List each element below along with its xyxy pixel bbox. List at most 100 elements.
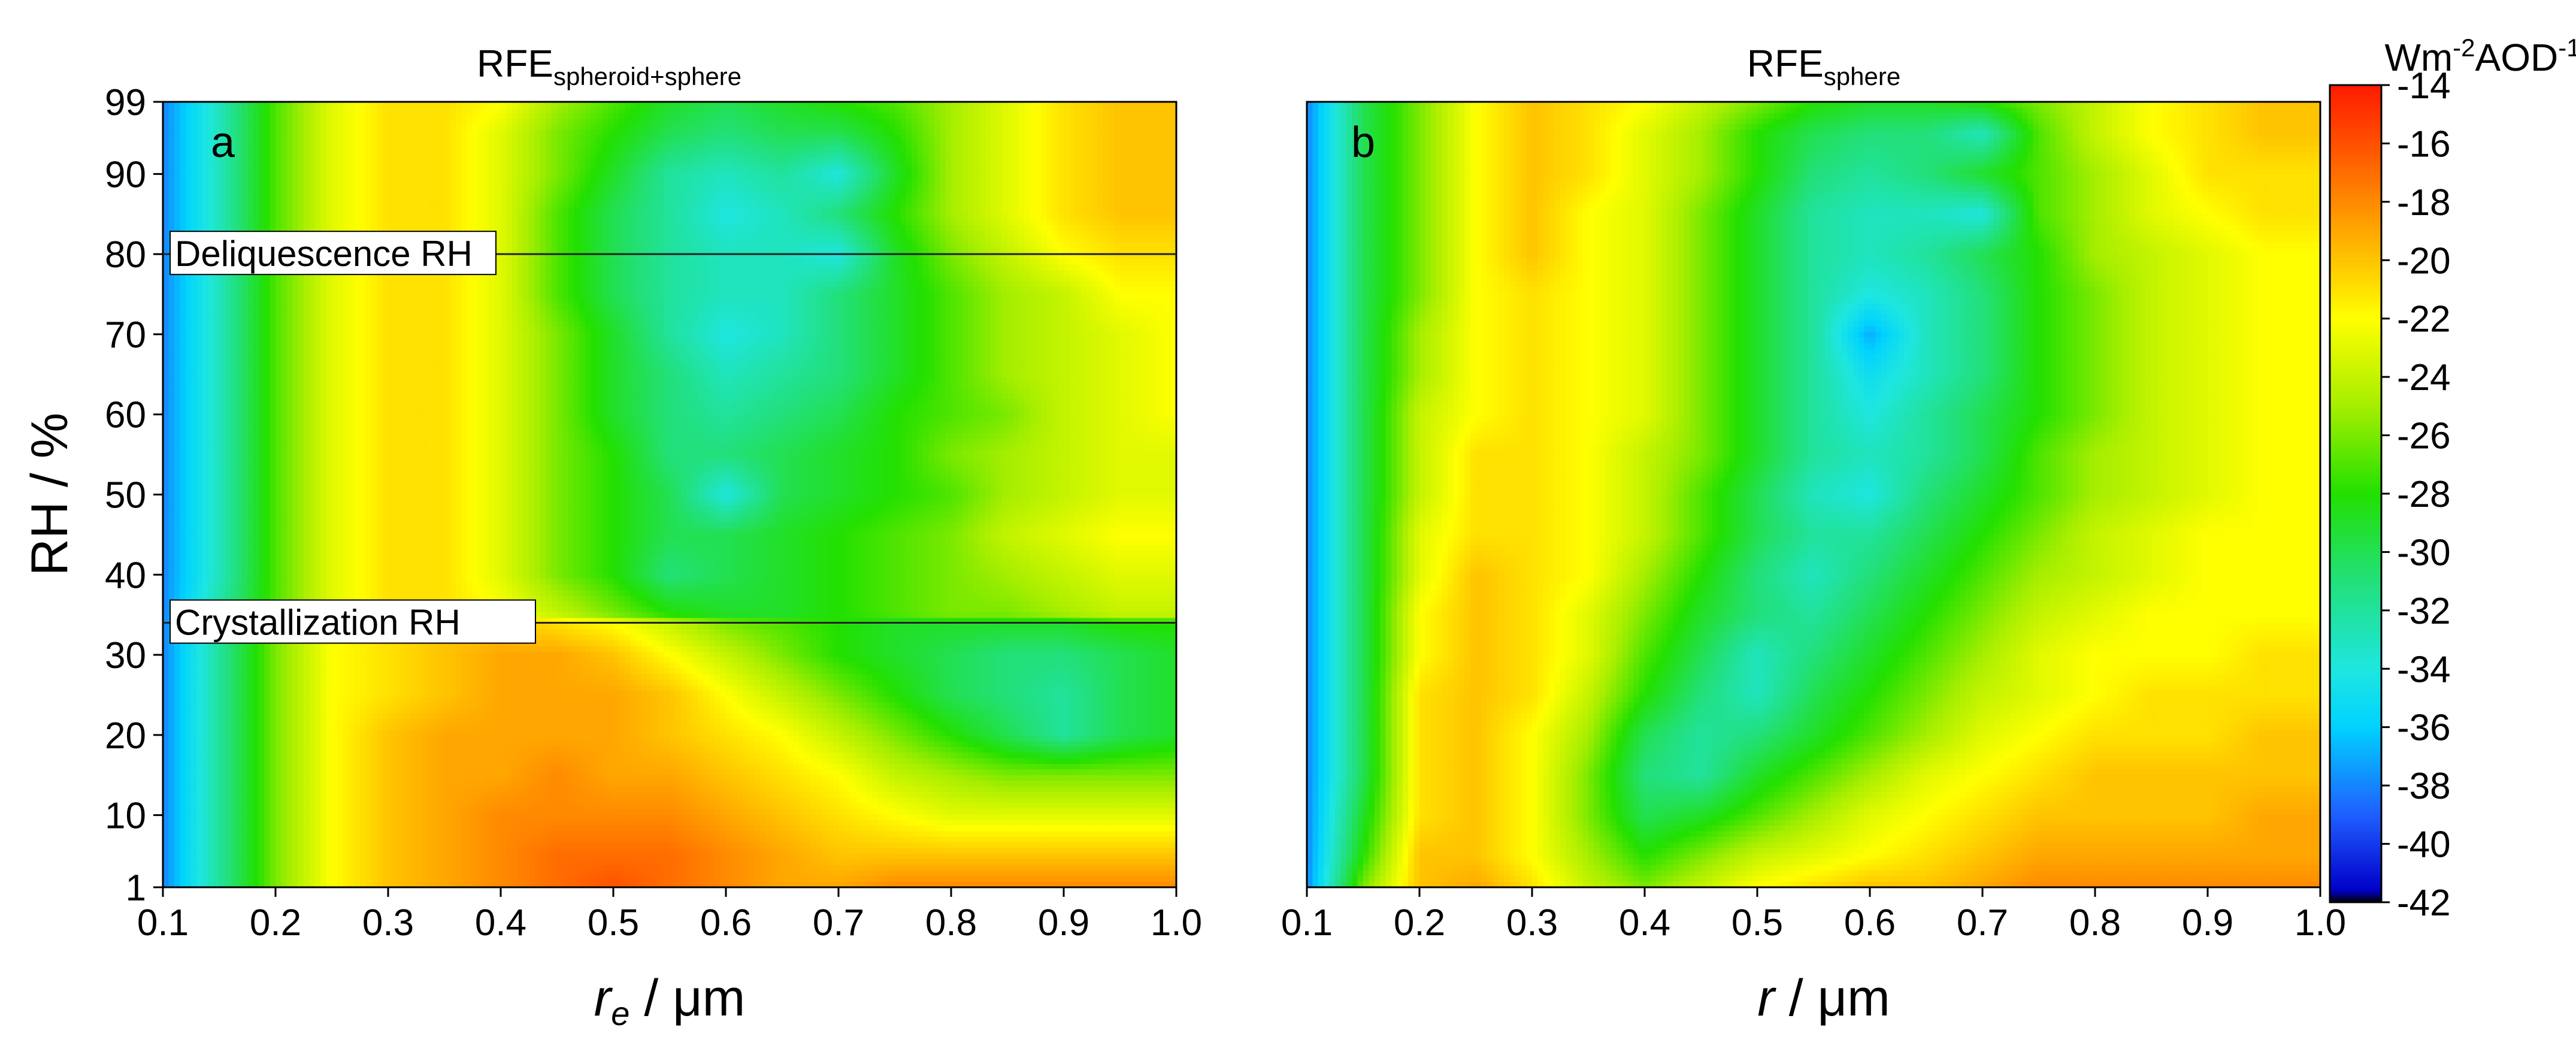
- heatmap-cell: [946, 124, 952, 130]
- heatmap-cell: [1154, 130, 1160, 136]
- heatmap-cell: [523, 169, 529, 175]
- heatmap-cell: [765, 175, 771, 181]
- heatmap-cell: [377, 180, 383, 186]
- heatmap-cell: [202, 119, 208, 125]
- heatmap-cell: [433, 147, 439, 153]
- heatmap-cell: [523, 180, 529, 186]
- heatmap-cell: [912, 119, 918, 125]
- heatmap-cell: [247, 119, 253, 125]
- heatmap-cell: [912, 147, 918, 153]
- heatmap-cell: [974, 147, 980, 153]
- heatmap-cell: [365, 147, 371, 153]
- heatmap-cell: [242, 107, 248, 113]
- heatmap-cell: [715, 147, 721, 153]
- heatmap-cell: [1086, 180, 1092, 186]
- heatmap-cell: [433, 119, 439, 125]
- heatmap-cell: [405, 130, 411, 136]
- heatmap-cell: [337, 119, 343, 125]
- heatmap-cell: [1109, 130, 1115, 136]
- heatmap-cell: [253, 158, 259, 164]
- heatmap-cell: [782, 124, 788, 130]
- heatmap-cell: [839, 152, 844, 158]
- heatmap-cell: [304, 164, 310, 170]
- heatmap-cell: [1125, 141, 1131, 147]
- heatmap-cell: [501, 113, 507, 119]
- heatmap-cell: [979, 164, 985, 170]
- heatmap-cell: [337, 124, 343, 130]
- heatmap-cell: [743, 124, 749, 130]
- heatmap-cell: [168, 119, 174, 125]
- heatmap-cell: [608, 135, 614, 141]
- heatmap-cell: [985, 107, 991, 113]
- heatmap-cell: [484, 130, 490, 136]
- heatmap-cell: [940, 180, 946, 186]
- heatmap-cell: [1007, 175, 1013, 181]
- heatmap-cell: [219, 175, 225, 181]
- heatmap-cell: [653, 124, 659, 130]
- heatmap-cell: [365, 186, 371, 192]
- heatmap-cell: [202, 169, 208, 175]
- heatmap-cell: [196, 147, 202, 153]
- heatmap-cell: [771, 135, 777, 141]
- heatmap-cell: [788, 113, 794, 119]
- heatmap-cell: [371, 113, 377, 119]
- heatmap-cell: [928, 130, 934, 136]
- heatmap-cell: [597, 135, 603, 141]
- heatmap-cell: [641, 175, 647, 181]
- heatmap-cell: [281, 164, 287, 170]
- heatmap-cell: [749, 164, 755, 170]
- heatmap-cell: [461, 186, 467, 192]
- heatmap-cell: [619, 124, 625, 130]
- heatmap-cell: [1019, 175, 1025, 181]
- heatmap-cell: [855, 175, 861, 181]
- heatmap-cell: [985, 169, 991, 175]
- heatmap-cell: [895, 147, 901, 153]
- heatmap-cell: [1080, 164, 1086, 170]
- heatmap-cell: [647, 152, 653, 158]
- heatmap-cell: [799, 130, 805, 136]
- heatmap-cell: [309, 130, 315, 136]
- heatmap-cell: [388, 124, 394, 130]
- heatmap-cell: [552, 124, 558, 130]
- heatmap-cell: [883, 135, 889, 141]
- heatmap-cell: [968, 158, 974, 164]
- heatmap-cell: [326, 186, 332, 192]
- heatmap-cell: [202, 107, 208, 113]
- heatmap-cell: [1041, 130, 1047, 136]
- heatmap-cell: [1013, 124, 1019, 130]
- heatmap-cell: [883, 141, 889, 147]
- heatmap-cell: [872, 147, 878, 153]
- heatmap-cell: [1125, 107, 1131, 113]
- heatmap-cell: [428, 186, 434, 192]
- heatmap-cell: [231, 180, 237, 186]
- heatmap-cell: [399, 169, 405, 175]
- heatmap-cell: [473, 130, 479, 136]
- heatmap-cell: [686, 169, 692, 175]
- heatmap-cell: [495, 175, 501, 181]
- heatmap-cell: [619, 147, 625, 153]
- heatmap-cell: [281, 169, 287, 175]
- heatmap-cell: [743, 130, 749, 136]
- heatmap-cell: [850, 124, 856, 130]
- heatmap-cell: [562, 169, 568, 175]
- heatmap-cell: [388, 180, 394, 186]
- heatmap-cell: [613, 158, 619, 164]
- heatmap-cell: [174, 147, 180, 153]
- heatmap-cell: [956, 147, 962, 153]
- heatmap-cell: [597, 124, 603, 130]
- heatmap-cell: [186, 124, 192, 130]
- heatmap-cell: [855, 130, 861, 136]
- heatmap-cell: [236, 186, 242, 192]
- heatmap-cell: [580, 124, 586, 130]
- heatmap-cell: [822, 135, 828, 141]
- heatmap-cell: [236, 169, 242, 175]
- heatmap-cell: [383, 169, 389, 175]
- heatmap-cell: [782, 164, 788, 170]
- heatmap-cell: [1125, 113, 1131, 119]
- heatmap-cell: [349, 164, 355, 170]
- heatmap-cell: [771, 164, 777, 170]
- heatmap-cell: [721, 113, 727, 119]
- heatmap-cell: [1160, 158, 1166, 164]
- heatmap-cell: [337, 152, 343, 158]
